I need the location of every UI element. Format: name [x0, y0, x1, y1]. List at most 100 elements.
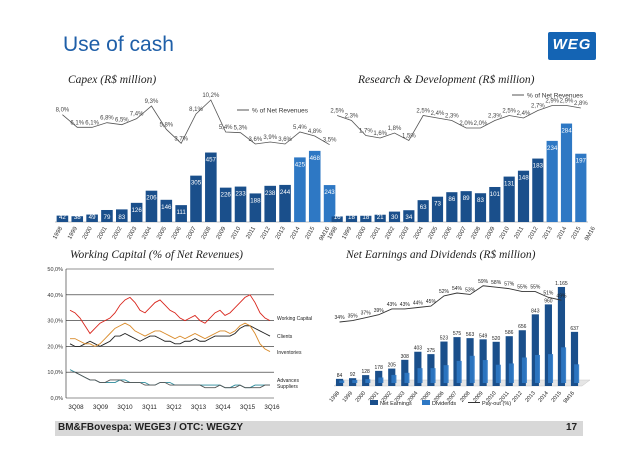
net-earnings-label: 1.165	[555, 281, 568, 287]
capex-chart: 42 38 49 79 83 126 206 146 111 305 457 226 233 188 238…	[52, 93, 337, 242]
bar	[279, 184, 291, 222]
net-earnings-bar	[557, 286, 566, 386]
net-earnings-label: 563	[466, 332, 475, 338]
x-tick-label: 2001	[97, 225, 109, 240]
pct-label: 6,8%	[100, 116, 114, 122]
net-earnings-bar	[505, 336, 513, 386]
bar-value-label: 244	[280, 189, 291, 196]
x-tick-label: 2012	[511, 390, 523, 403]
bar	[56, 215, 69, 222]
pct-label: 3,9%	[263, 135, 277, 141]
x-tick-label: 2010	[499, 225, 511, 240]
payout-label: 35%	[348, 314, 359, 320]
legend-label: Dividends	[432, 401, 456, 407]
net-earnings-label: 843	[531, 308, 540, 314]
net-earnings-label: 549	[479, 333, 488, 339]
bar-value-label: 146	[161, 204, 172, 211]
bar	[360, 215, 372, 222]
pct-label: 5,4%	[219, 125, 233, 131]
bar	[374, 214, 386, 222]
bar-value-label: 101	[490, 191, 501, 198]
payout-label: 43%	[387, 302, 398, 308]
x-tick-label: 9M16	[584, 225, 597, 242]
x-tick-label: 2004	[141, 225, 153, 240]
bar-value-label: 16	[334, 214, 341, 221]
pct-label: 4,8%	[308, 129, 322, 135]
net-earnings-bar	[544, 304, 552, 386]
x-tick-label: 2010	[230, 225, 242, 240]
x-tick-label: 1998	[52, 225, 64, 240]
bar-value-label: 63	[420, 204, 427, 211]
bar	[116, 209, 128, 222]
pct-label: 2,3%	[445, 114, 459, 120]
y-tick-label: 50,0%	[47, 267, 63, 273]
bar-value-label: 183	[533, 163, 544, 170]
bar-value-label: 38	[74, 214, 81, 221]
dividend-bar	[469, 355, 475, 383]
bar	[234, 186, 247, 222]
x-tick-label: 2002	[384, 225, 396, 240]
x-tick-label: 2012	[528, 225, 540, 240]
bar-value-label: 206	[146, 195, 157, 202]
bar-value-label: 457	[206, 157, 217, 164]
payout-label: 54%	[452, 286, 463, 292]
net-earnings-label: 128	[361, 369, 370, 375]
y-tick-label: 10,0%	[47, 370, 63, 376]
dividend-bar	[508, 363, 514, 383]
bar	[560, 123, 573, 222]
x-tick-label: 2014	[556, 225, 568, 240]
x-tick-label: 2011	[514, 225, 526, 240]
bar-value-label: 42	[59, 214, 66, 221]
net-earnings-bar	[440, 341, 448, 386]
net-earnings-label: 637	[570, 326, 579, 332]
net-earnings-label: 656	[518, 324, 527, 330]
x-tick-label: 2009	[485, 225, 497, 240]
pct-label: 2,5%	[502, 109, 516, 115]
payout-label: 45%	[426, 299, 437, 305]
pct-label: 3,6%	[249, 137, 263, 143]
bar	[219, 187, 232, 222]
bar-value-label: 284	[561, 128, 572, 135]
payout-label: 51%	[543, 290, 554, 296]
series-line	[69, 325, 271, 347]
pct-label: 2,8%	[574, 101, 588, 107]
pct-label: 1,8%	[388, 126, 402, 132]
bar-value-label: 238	[265, 190, 276, 197]
bar	[474, 193, 487, 222]
pct-label: 1,6%	[373, 131, 387, 137]
working-capital-chart: 0,0% 10,0% 20,0% 30,0% 40,0% 50,0% 3Q08 3Q09 3Q1…	[47, 267, 312, 411]
bar	[130, 202, 143, 222]
bar-value-label: 233	[235, 191, 246, 198]
bar	[86, 214, 98, 222]
x-tick-label: 2002	[112, 225, 124, 240]
legend-swatch	[422, 400, 430, 405]
pct-label: 2,9%	[545, 99, 559, 105]
bar-value-label: 83	[118, 214, 125, 221]
pct-label: 3,7%	[174, 136, 188, 142]
x-tick-label: 2012	[260, 225, 272, 240]
x-tick-label: 2000	[82, 225, 94, 240]
footer-bar	[55, 421, 583, 436]
x-tick-label: 2013	[524, 390, 536, 403]
payout-label: 52%	[439, 289, 450, 295]
dividend-bar	[404, 372, 410, 383]
net-earnings-label: 520	[492, 336, 501, 342]
bar-value-label: 83	[477, 197, 484, 204]
legend-label: Pay-out (%)	[482, 401, 511, 407]
net-earnings-label: 523	[440, 336, 449, 342]
bar-value-label: 21	[377, 214, 384, 221]
bar	[145, 190, 158, 222]
x-tick-label: 2015	[305, 225, 317, 240]
pct-label: 7,4%	[130, 112, 144, 118]
bar	[503, 176, 515, 222]
pct-label: 3,5%	[323, 138, 337, 144]
legend-label: % of Net Revenues	[527, 93, 584, 100]
net-earnings-label: 575	[453, 331, 462, 337]
x-tick-label: 2009	[216, 225, 228, 240]
dividend-bar	[430, 368, 436, 383]
net-earnings-label: 308	[401, 354, 410, 360]
payout-label: 49%	[556, 293, 567, 299]
legend-swatch	[370, 400, 378, 405]
bar-value-label: 234	[547, 145, 558, 152]
y-tick-label: 40,0%	[47, 293, 63, 299]
